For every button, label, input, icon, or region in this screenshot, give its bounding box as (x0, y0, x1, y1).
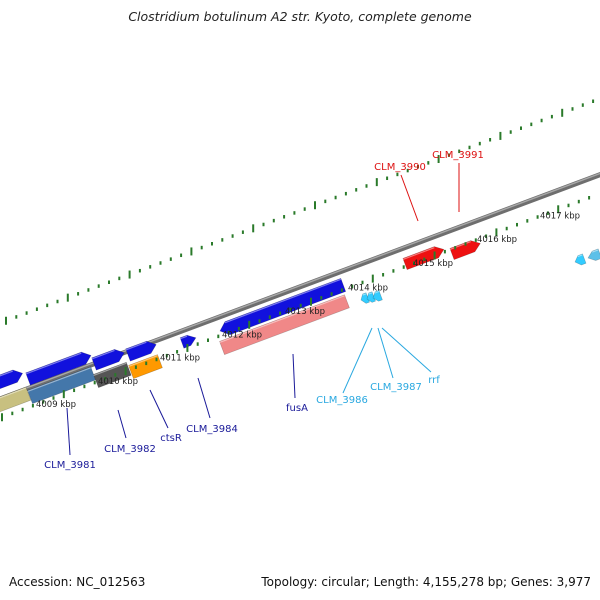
gene-clm3991-arrow-shine (449, 241, 471, 250)
gene-small-arrow-shine (179, 335, 188, 340)
scale-label: 4010 kbp (98, 377, 138, 387)
gene-label-connector-clm3984 (197, 377, 211, 419)
feature-khaki-block (0, 386, 32, 413)
gene-ctsr-arrow (91, 349, 125, 371)
gene-clm3986-arrow-shine (362, 293, 367, 296)
scale-label: 4012 kbp (222, 331, 262, 341)
gene-label-connector-clm3981 (66, 407, 71, 456)
gene-edge-arrow-2 (587, 248, 600, 261)
gene-label-clm3991: CLM_3991 (432, 150, 484, 161)
gene-label-connector-ctsr (149, 389, 169, 429)
feature-khaki-block-shine (0, 387, 27, 399)
scale-label: 4011 kbp (160, 354, 200, 364)
gene-rrf-arrow (372, 290, 383, 302)
feature-rrna-pink-block (219, 294, 350, 355)
gene-clm3982-arrow-shine (25, 352, 82, 375)
gene-edge-arrow-2-shine (591, 249, 599, 253)
scale-labels: 4009 kbp 4010 kbp 4011 kbp 4012 kbp 4013 kbp… (36, 212, 580, 410)
gene-edge-arrow (574, 253, 587, 266)
scale-label: 4009 kbp (36, 400, 76, 410)
gene-clm3986-arrow (360, 292, 370, 304)
genome-backbone (0, 172, 600, 402)
feature-orange-block-shine (128, 355, 158, 368)
gene-label-rrf: rrf (428, 375, 440, 386)
gene-label-connector-clm3987 (377, 327, 394, 379)
feature-darkgray-block-shine (93, 362, 127, 377)
gene-label-clm3981: CLM_3981 (44, 460, 96, 471)
gene-label-clm3986: CLM_3986 (316, 395, 368, 406)
gene-label-clm3984: CLM_3984 (186, 424, 238, 435)
gene-callouts: CLM_3981 CLM_3982 ctsR CLM_3984 fusA CLM_3986… (44, 150, 484, 471)
gene-label-ctsr: ctsR (160, 433, 182, 444)
feature-steelblue-block-shine (27, 367, 91, 393)
gene-clm3987-arrow-shine (368, 292, 373, 295)
gene-rrf-arrow-shine (374, 290, 380, 294)
gene-label-clm3982: CLM_3982 (104, 444, 156, 455)
gene-clm3982-arrow (25, 351, 92, 386)
scale-label: 4015 kbp (413, 259, 453, 269)
feature-orange-block (128, 354, 163, 379)
feature-darkgray-block (93, 361, 132, 388)
upper-tick-track (5, 99, 595, 325)
gene-fusa-arrow (219, 278, 347, 336)
accession-text: Accession: NC_012563 (9, 575, 146, 589)
gene-small-arrow (179, 334, 197, 349)
gene-clm3987-arrow (366, 291, 376, 303)
gene-clm3984-arrow-shine (125, 341, 147, 351)
gene-label-connector-clm3986 (342, 327, 373, 394)
gene-label-fusa: fusA (286, 403, 308, 414)
gene-label-clm3990: CLM_3990 (374, 162, 426, 173)
gene-label-connector-clm3990 (400, 174, 419, 222)
gene-clm3991-arrow (449, 240, 481, 260)
feature-rrna-pink-block-shine (219, 295, 345, 344)
gene-fusa-arrow-shine (224, 278, 341, 324)
topology-stats-text: Topology: circular; Length: 4,155,278 bp… (261, 575, 591, 589)
map-title: Clostridium botulinum A2 str. Kyoto, com… (128, 9, 472, 24)
gene-label-connector-clm3982 (117, 409, 127, 439)
feature-track (0, 240, 600, 413)
gene-label-connector-rrf (381, 327, 432, 373)
scale-label: 4017 kbp (540, 212, 580, 222)
gene-label-connector-fusa (292, 353, 296, 399)
backbone-highlight (0, 172, 600, 399)
gene-label-clm3987: CLM_3987 (370, 382, 422, 393)
gene-clm3981-arrow (0, 369, 24, 390)
gene-clm3990-arrow-shine (402, 247, 435, 260)
gene-clm3981-arrow-shine (0, 370, 14, 377)
gene-ctsr-arrow-shine (91, 349, 115, 360)
scale-label: 4014 kbp (348, 283, 388, 293)
gene-edge-arrow-shine (577, 254, 583, 258)
scale-label: 4013 kbp (285, 307, 325, 317)
gene-clm3984-arrow (125, 340, 157, 362)
lower-tick-track (1, 195, 591, 422)
backbone-line (0, 172, 600, 402)
scale-label: 4016 kbp (477, 235, 517, 245)
